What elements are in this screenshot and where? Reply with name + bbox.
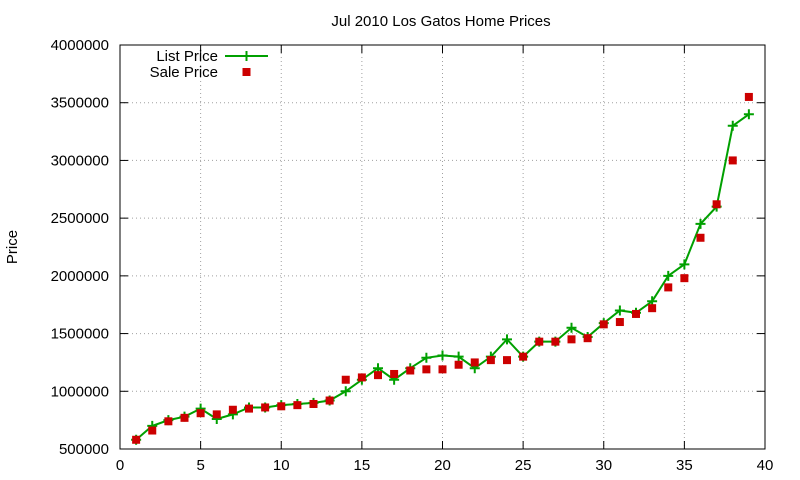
sale-price-point: [599, 320, 608, 329]
y-tick-label: 4000000: [51, 37, 109, 54]
sale-price-point: [744, 92, 753, 101]
sale-price-point: [341, 375, 350, 384]
x-tick-label: 10: [273, 457, 290, 474]
x-tick-label: 35: [676, 457, 693, 474]
sale-price-point: [180, 413, 189, 422]
sale-price-point: [583, 334, 592, 343]
y-tick-label: 2000000: [51, 268, 109, 285]
x-tick-label: 5: [196, 457, 204, 474]
legend-marker-sale-price: [242, 68, 251, 76]
sale-price-point: [406, 366, 415, 375]
list-price-point: [437, 350, 448, 361]
list-price-point: [679, 259, 690, 270]
sale-price-point: [374, 371, 382, 380]
sale-price-point: [632, 309, 640, 318]
x-tick-label: 25: [515, 457, 532, 474]
y-tick-label: 3500000: [51, 95, 109, 112]
sale-price-point: [212, 410, 221, 419]
y-axis-label: Price: [4, 230, 21, 264]
sale-price-point: [438, 365, 447, 374]
sale-price-point: [422, 365, 431, 374]
chart-title: Jul 2010 Los Gatos Home Prices: [331, 13, 550, 30]
sale-price-point: [277, 402, 286, 411]
x-tick-label: 40: [757, 457, 774, 474]
sale-price-point: [567, 335, 576, 344]
sale-price-point: [454, 360, 463, 369]
sale-price-point: [664, 283, 673, 292]
y-tick-label: 500000: [59, 441, 109, 458]
sale-price-point: [309, 399, 318, 408]
x-tick-label: 30: [595, 457, 612, 474]
sale-price-point: [245, 404, 253, 413]
sale-price-point: [535, 337, 544, 346]
sale-price-point: [148, 426, 157, 435]
list-price-point: [743, 109, 754, 120]
legend-label-sale-price: Sale Price: [150, 64, 218, 81]
list-price-point: [340, 386, 351, 397]
plot-border: [119, 44, 766, 450]
sale-price-point: [390, 369, 399, 378]
list-price-point: [663, 270, 674, 281]
sale-price-point: [503, 356, 511, 365]
y-tick-label: 1000000: [51, 383, 109, 400]
sale-price-point: [648, 304, 657, 313]
sale-price-point: [261, 403, 270, 412]
sale-price-point: [325, 396, 334, 405]
list-price-point: [502, 334, 512, 345]
sale-price-point: [519, 352, 528, 361]
list-price-point: [727, 120, 738, 131]
sale-price-point: [196, 409, 205, 418]
legend-label-list-price: List Price: [156, 48, 218, 65]
list-price-point: [566, 322, 577, 333]
y-tick-label: 2500000: [51, 210, 109, 227]
sale-price-point: [357, 373, 366, 382]
list-price-point: [421, 352, 432, 363]
y-tick-label: 3000000: [51, 152, 109, 169]
sale-price-point: [696, 233, 705, 242]
list-price-point: [453, 351, 464, 362]
sale-price-point: [164, 417, 173, 426]
sale-price-point: [680, 274, 689, 283]
sale-price-point: [486, 356, 495, 365]
x-tick-label: 0: [116, 457, 124, 474]
sale-price-point: [293, 401, 302, 410]
sale-price-point: [132, 435, 141, 444]
x-tick-label: 15: [354, 457, 371, 474]
sale-price-point: [470, 358, 479, 367]
series-marks: [131, 92, 754, 445]
gridlines: [120, 45, 765, 449]
sale-price-point: [728, 156, 737, 165]
list-price-point: [614, 305, 625, 316]
x-tick-label: 20: [434, 457, 451, 474]
sale-price-point: [551, 337, 560, 346]
sale-price-point: [228, 405, 237, 414]
list-price-point: [695, 218, 706, 229]
sale-price-point: [712, 200, 721, 209]
y-tick-label: 1500000: [51, 326, 109, 343]
tick-labels: 500000 1000000 1500000 2000000 2500000 300000…: [51, 37, 774, 474]
legend-marker-list-price: [241, 51, 252, 61]
sale-price-point: [615, 318, 624, 327]
